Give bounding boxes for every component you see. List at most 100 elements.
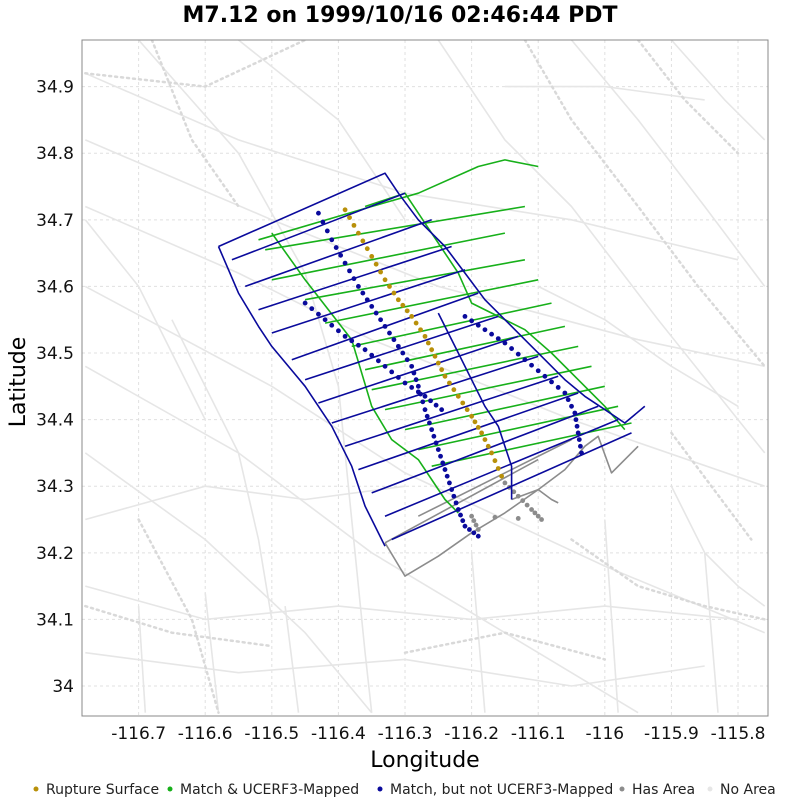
match-but-not-ucerf3-mapped-point xyxy=(529,362,534,368)
match-but-not-ucerf3-mapped-point xyxy=(475,322,481,328)
match-but-not-ucerf3-mapped-point xyxy=(320,219,326,225)
match-but-not-ucerf3-mapped-point xyxy=(400,350,406,356)
match-but-not-ucerf3-mapped-point xyxy=(475,533,481,539)
y-tick-label: 34.8 xyxy=(36,144,74,164)
has-area-point xyxy=(492,514,498,520)
match-ucerf3-mapped-trace xyxy=(431,422,632,467)
legend: Rupture Surface Match & UCERF3-Mapped Matc… xyxy=(33,782,776,798)
rupture-surface-point xyxy=(360,238,366,244)
match-ucerf3-mapped-trace xyxy=(324,279,539,324)
match-but-not-ucerf3-mapped-point xyxy=(382,323,388,329)
rupture-surface-point xyxy=(418,327,423,333)
match-but-not-ucerf3-mapped-point xyxy=(409,385,415,390)
no-area-trace xyxy=(137,606,147,713)
x-tick-label: -116 xyxy=(586,724,625,744)
match-but-not-ucerf3-mapped-trace xyxy=(244,219,432,288)
match-but-not-ucerf3-mapped-point xyxy=(455,507,461,512)
match-but-not-ucerf3-mapped-point xyxy=(427,420,432,426)
no-area-trace xyxy=(84,219,206,420)
match-but-not-ucerf3-mapped-point xyxy=(324,228,330,234)
rupture-surface-point xyxy=(373,261,379,267)
rupture-surface-point xyxy=(489,450,495,456)
match-but-not-ucerf3-mapped-trace xyxy=(344,375,559,448)
match-ucerf3-mapped-trace xyxy=(265,205,526,251)
rupture-surface-point xyxy=(469,413,475,419)
no-area-trace xyxy=(670,40,766,141)
no-area-trace xyxy=(437,40,766,454)
match-but-not-ucerf3-mapped-point xyxy=(471,530,477,536)
rupture-surface-point xyxy=(442,373,448,379)
has-area-point xyxy=(469,513,475,519)
match-but-not-ucerf3-mapped-point xyxy=(576,437,582,443)
rupture-surface-point xyxy=(451,387,457,393)
legend-marker xyxy=(33,786,39,792)
has-area-point xyxy=(471,518,477,524)
rupture-surface-point xyxy=(472,419,478,425)
match-but-not-ucerf3-mapped-point xyxy=(351,276,357,282)
match-but-not-ucerf3-mapped-point xyxy=(569,403,574,409)
rupture-surface-point xyxy=(435,360,441,366)
match-but-not-ucerf3-mapped-point xyxy=(369,304,375,309)
match-ucerf3-mapped-trace xyxy=(271,232,506,281)
rupture-surface-point xyxy=(455,393,461,399)
match-but-not-ucerf3-mapped-point xyxy=(395,375,401,380)
legend-label: Match & UCERF3-Mapped xyxy=(180,782,359,798)
match-but-not-ucerf3-mapped-trace xyxy=(384,418,619,517)
match-but-not-ucerf3-mapped-point xyxy=(309,306,315,312)
match-but-not-ucerf3-mapped-point xyxy=(573,417,579,423)
match-but-not-ucerf3-mapped-point xyxy=(574,423,580,429)
rupture-surface-point xyxy=(492,458,498,464)
match-but-not-ucerf3-mapped-point xyxy=(442,467,448,472)
match-but-not-ucerf3-mapped-point xyxy=(578,443,583,449)
has-area-trace xyxy=(511,488,559,504)
rupture-surface-point xyxy=(404,308,410,314)
no-area-trace xyxy=(604,519,619,713)
rupture-surface-point xyxy=(447,380,452,386)
legend-item-no-area: No Area xyxy=(707,782,776,798)
rupture-surface-point xyxy=(391,290,397,296)
match-but-not-ucerf3-mapped-point xyxy=(555,385,561,390)
no-area-trace xyxy=(84,604,274,648)
match-ucerf3-mapped-trace xyxy=(258,159,539,241)
rupture-surface-point xyxy=(347,215,352,221)
match-but-not-ucerf3-mapped-point xyxy=(362,347,368,353)
match-but-not-ucerf3-mapped-point xyxy=(572,410,578,416)
match-but-not-ucerf3-mapped-point xyxy=(316,210,321,216)
rupture-surface-point xyxy=(413,320,419,326)
has-area-trace xyxy=(384,458,539,544)
no-area-trace xyxy=(636,40,740,155)
legend-item-rupture-surface: Rupture Surface xyxy=(33,782,159,798)
match-but-not-ucerf3-mapped-trace xyxy=(304,315,499,381)
match-but-not-ucerf3-mapped-point xyxy=(562,390,568,396)
no-area-trace xyxy=(284,606,300,713)
x-tick-label: -116.4 xyxy=(311,724,366,744)
legend-label: Rupture Surface xyxy=(46,782,159,798)
match-but-not-ucerf3-mapped-point xyxy=(447,480,452,486)
match-but-not-ucerf3-mapped-point xyxy=(522,357,528,363)
no-area-trace xyxy=(85,485,406,521)
match-but-not-ucerf3-mapped-point xyxy=(502,340,508,346)
legend-item-match-but-not-ucerf3-mapped: Match, but not UCERF3-Mapped xyxy=(377,782,613,798)
match-but-not-ucerf3-mapped-point xyxy=(395,343,401,349)
no-area-trace xyxy=(537,285,739,407)
match-but-not-ucerf3-mapped-trace xyxy=(218,172,646,424)
match-ucerf3-mapped-trace xyxy=(404,385,605,431)
x-tick-label: -116.3 xyxy=(378,724,433,744)
match-but-not-ucerf3-mapped-trace xyxy=(437,312,513,500)
no-area-trace xyxy=(84,365,639,714)
match-but-not-ucerf3-mapped-point xyxy=(467,527,472,532)
rupture-surface-point xyxy=(395,297,401,303)
data-layer xyxy=(84,40,766,714)
legend-marker xyxy=(707,786,713,792)
rupture-surface-point xyxy=(499,473,504,479)
match-but-not-ucerf3-mapped-point xyxy=(391,337,397,343)
match-but-not-ucerf3-mapped-point xyxy=(565,397,571,403)
match-but-not-ucerf3-mapped-point xyxy=(515,351,521,357)
y-tick-label: 34.1 xyxy=(36,610,74,630)
y-axis-ticks: 34 34.1 34.2 34.3 34.4 34.5 34.6 34.7 34.8 34.9 xyxy=(36,78,74,697)
rupture-surface-point xyxy=(485,443,491,449)
legend-marker xyxy=(619,786,625,792)
match-but-not-ucerf3-mapped-point xyxy=(355,342,361,348)
